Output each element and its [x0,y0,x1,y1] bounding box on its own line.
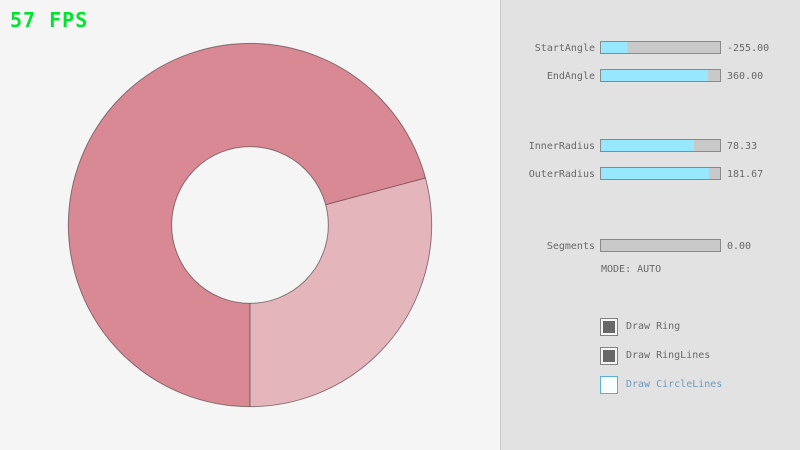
controls-panel: StartAngle -255.00 EndAngle 360.00 Inner… [500,0,800,450]
checkbox-draw-ringlines-box[interactable] [600,347,618,365]
slider-outerradius-value: 181.67 [727,169,764,180]
slider-innerradius-fill [601,140,695,151]
slider-endangle-bar[interactable] [600,69,721,82]
ring-drawing-canvas [67,42,433,408]
checkbox-draw-ring-label: Draw Ring [626,321,681,332]
ring-start-angle-line [325,177,426,206]
segments-mode-text: MODE: AUTO [601,264,662,275]
slider-row-innerradius: InnerRadius 78.33 [501,139,800,152]
checkbox-draw-circlelines-box[interactable] [600,376,618,394]
slider-row-outerradius: OuterRadius 181.67 [501,167,800,180]
slider-endangle-value: 360.00 [727,71,764,82]
slider-segments-bar[interactable] [600,239,721,252]
slider-row-segments: Segments 0.00 [501,239,800,252]
slider-endangle-fill [601,70,709,81]
checkbox-draw-circlelines[interactable]: Draw CircleLines [600,376,800,394]
slider-startangle-value: -255.00 [727,43,770,54]
slider-startangle-fill [601,42,627,53]
slider-outerradius-fill [601,168,710,179]
checkbox-draw-ring-box[interactable] [600,318,618,336]
checkbox-draw-circlelines-label: Draw CircleLines [626,379,723,390]
slider-outerradius-label: OuterRadius [528,169,595,180]
slider-startangle-bar[interactable] [600,41,721,54]
slider-segments-value: 0.00 [727,241,752,252]
slider-row-endangle: EndAngle 360.00 [501,69,800,82]
slider-innerradius-bar[interactable] [600,139,721,152]
slider-outerradius-bar[interactable] [600,167,721,180]
slider-innerradius-label: InnerRadius [528,141,595,152]
ring-outer-outline [67,42,433,408]
slider-segments-label: Segments [546,241,595,252]
slider-endangle-label: EndAngle [546,71,595,82]
fps-counter: 57 FPS [10,8,89,32]
checkbox-draw-ringlines[interactable]: Draw RingLines [600,347,800,365]
slider-startangle-label: StartAngle [534,43,595,54]
checkbox-draw-ringlines-label: Draw RingLines [626,350,711,361]
slider-row-startangle: StartAngle -255.00 [501,41,800,54]
ring-single-pass-sector [250,177,432,407]
checkbox-draw-ring[interactable]: Draw Ring [600,318,800,336]
slider-innerradius-value: 78.33 [727,141,758,152]
ring-inner-outline [171,146,329,304]
